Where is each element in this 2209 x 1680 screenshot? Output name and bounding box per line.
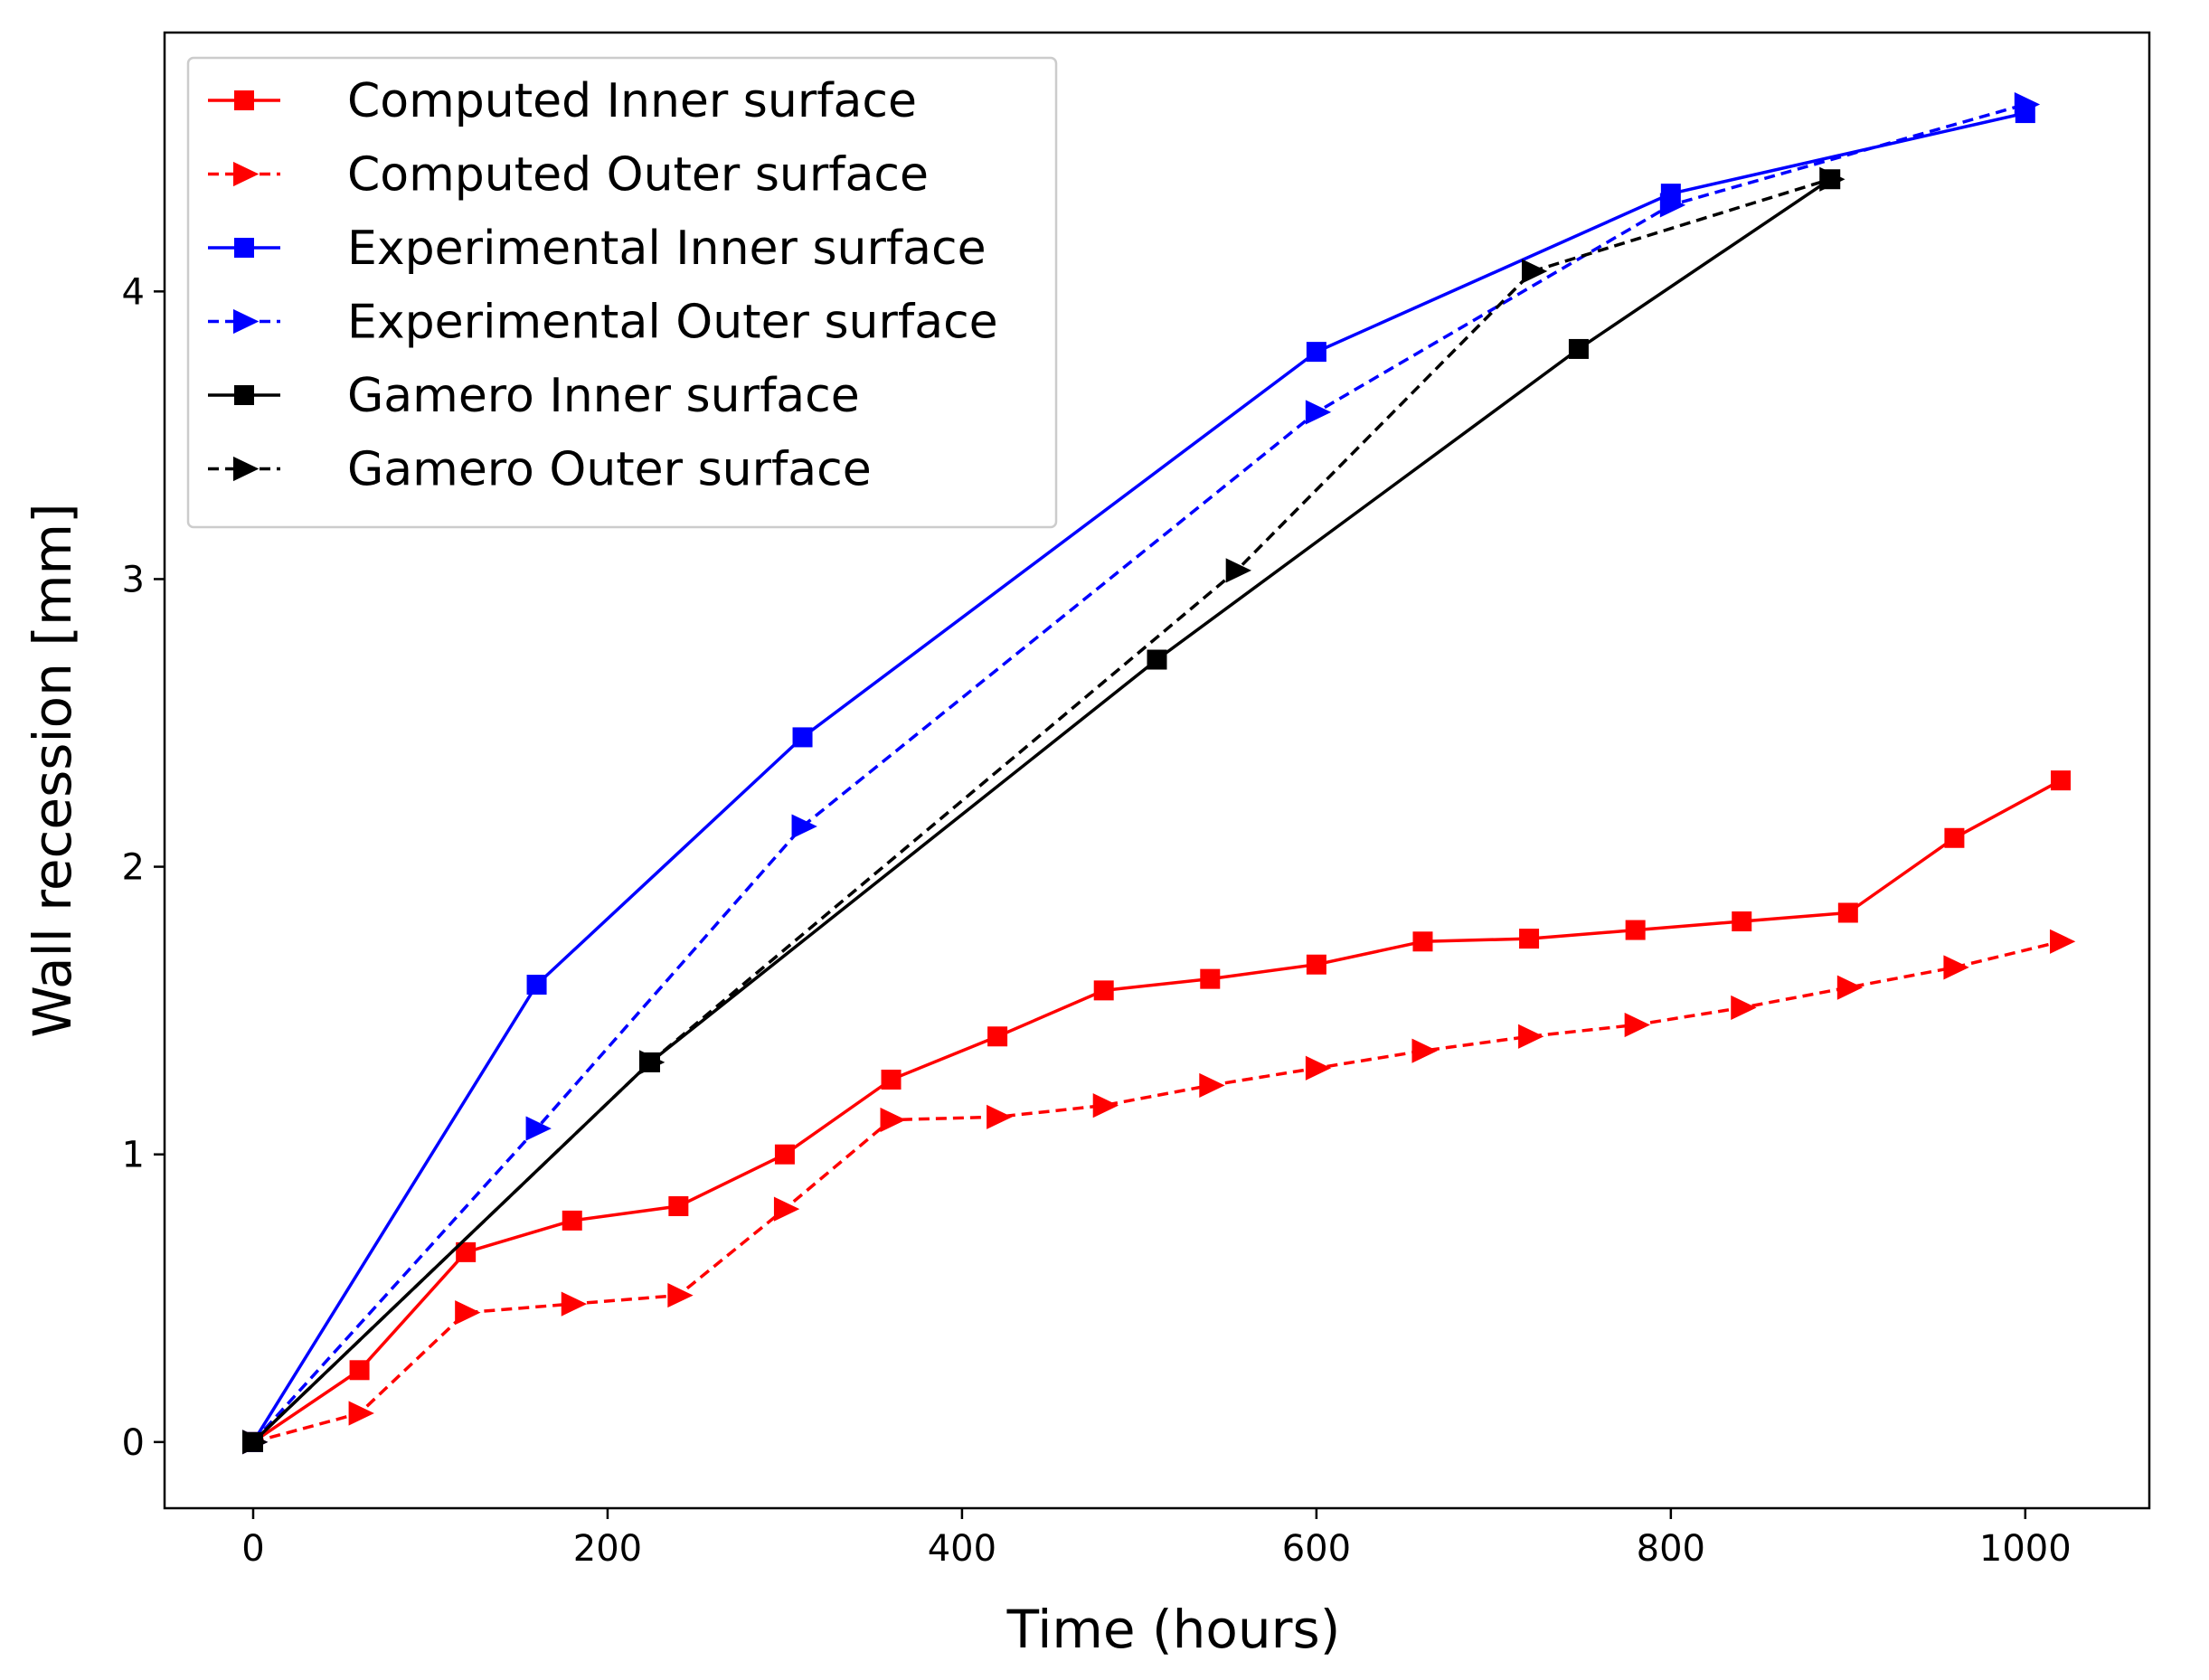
legend: Computed Inner surface Computed Outer sur…	[186, 56, 1058, 529]
legend-marker-gamero-outer-surface	[233, 456, 260, 482]
data-point-computed-inner-surface	[349, 1360, 370, 1381]
legend-item-computed-inner-surface: Computed Inner surface	[208, 74, 917, 128]
y-tick-label: 2	[122, 847, 145, 889]
data-point-computed-inner-surface	[774, 1144, 795, 1165]
data-point-experimental-outer-surface	[1659, 193, 1686, 218]
legend-label-experimental-inner-surface: Experimental Inner surface	[347, 222, 986, 276]
data-point-computed-outer-surface	[1836, 975, 1864, 1000]
data-point-computed-outer-surface	[1411, 1038, 1438, 1063]
data-point-computed-outer-surface	[986, 1104, 1013, 1129]
legend-marker-gamero-inner-surface	[234, 385, 254, 405]
data-point-computed-outer-surface	[667, 1282, 694, 1308]
data-point-computed-outer-surface	[1943, 955, 1969, 980]
x-tick-label: 1000	[1979, 1528, 2072, 1570]
legend-item-experimental-outer-surface: Experimental Outer surface	[208, 296, 998, 350]
data-point-computed-inner-surface	[987, 1026, 1008, 1047]
legend-label-gamero-outer-surface: Gamero Outer surface	[347, 443, 872, 497]
legend-marker-computed-inner-surface	[234, 90, 254, 110]
data-point-computed-outer-surface	[773, 1196, 800, 1222]
legend-label-computed-outer-surface: Computed Outer surface	[347, 148, 929, 203]
data-point-gamero-outer-surface	[1819, 166, 1846, 192]
data-point-computed-inner-surface	[2051, 770, 2072, 791]
plot-area	[241, 91, 2076, 1455]
axes-frame	[163, 31, 2151, 1510]
data-point-computed-outer-surface	[1092, 1093, 1119, 1118]
x-tick-label: 0	[241, 1528, 264, 1570]
data-point-experimental-outer-surface	[525, 1116, 552, 1141]
data-point-computed-outer-surface	[561, 1291, 588, 1317]
data-point-computed-inner-surface	[881, 1069, 902, 1090]
data-point-computed-inner-surface	[1519, 929, 1540, 949]
x-tick-label: 800	[1637, 1528, 1705, 1570]
series-line-experimental-outer-surface	[251, 102, 2026, 1443]
data-point-computed-inner-surface	[1837, 902, 1858, 923]
y-axis-label: Wall recession [mm]	[22, 503, 83, 1037]
data-point-gamero-outer-surface	[1225, 558, 1252, 583]
x-tick-label: 200	[573, 1528, 642, 1570]
legend-marker-computed-outer-surface	[233, 161, 260, 187]
data-point-computed-outer-surface	[1731, 995, 1757, 1021]
legend-item-computed-outer-surface: Computed Outer surface	[208, 148, 929, 203]
data-point-experimental-outer-surface	[791, 814, 817, 839]
data-point-experimental-inner-surface	[792, 727, 813, 748]
series-line-experimental-inner-surface	[251, 111, 2026, 1443]
data-point-gamero-outer-surface	[638, 1050, 666, 1075]
x-tick-label: 400	[928, 1528, 996, 1570]
legend-item-gamero-outer-surface: Gamero Outer surface	[208, 443, 872, 497]
data-point-gamero-outer-surface	[241, 1430, 269, 1455]
data-point-experimental-outer-surface	[2014, 91, 2041, 118]
data-point-computed-outer-surface	[1518, 1024, 1544, 1049]
data-point-computed-outer-surface	[1305, 1055, 1332, 1081]
x-tick-label: 600	[1282, 1528, 1351, 1570]
legend-marker-experimental-outer-surface	[233, 308, 260, 335]
data-point-computed-inner-surface	[1306, 954, 1326, 975]
legend-frame	[186, 56, 1058, 529]
legend-label-experimental-outer-surface: Experimental Outer surface	[347, 296, 998, 350]
data-point-experimental-inner-surface	[526, 975, 547, 996]
data-point-experimental-outer-surface	[1305, 400, 1332, 425]
legend-label-gamero-inner-surface: Gamero Inner surface	[347, 369, 860, 423]
data-point-computed-inner-surface	[668, 1195, 689, 1216]
data-point-computed-inner-surface	[1732, 911, 1752, 932]
data-point-computed-outer-surface	[1624, 1012, 1650, 1038]
series-line-computed-outer-surface	[252, 939, 2062, 1444]
data-point-gamero-outer-surface	[1521, 259, 1548, 284]
legend-label-computed-inner-surface: Computed Inner surface	[347, 74, 917, 128]
data-point-computed-outer-surface	[455, 1300, 481, 1326]
data-point-computed-inner-surface	[1412, 931, 1433, 952]
data-point-computed-inner-surface	[1625, 920, 1646, 940]
legend-item-gamero-inner-surface: Gamero Inner surface	[208, 369, 860, 423]
y-tick-label: 3	[122, 559, 145, 600]
data-point-gamero-inner-surface	[1568, 338, 1589, 359]
axis-ticks: 0 200 400 600 800 1000 0 1 2 3 4	[122, 271, 2072, 1570]
data-point-computed-outer-surface	[880, 1107, 906, 1133]
data-point-computed-inner-surface	[456, 1241, 477, 1262]
y-tick-label: 0	[122, 1422, 145, 1464]
data-point-computed-inner-surface	[562, 1210, 582, 1231]
x-axis-label: Time (hours)	[1006, 1599, 1341, 1660]
data-point-computed-outer-surface	[2050, 929, 2076, 954]
data-point-experimental-inner-surface	[1306, 342, 1326, 363]
data-point-computed-outer-surface	[1199, 1072, 1225, 1098]
data-point-gamero-inner-surface	[1147, 649, 1167, 670]
legend-item-experimental-inner-surface: Experimental Inner surface	[208, 222, 986, 276]
series-gamero-outer-surface	[241, 166, 1846, 1455]
legend-marker-experimental-inner-surface	[234, 238, 254, 258]
data-point-computed-inner-surface	[1944, 827, 1965, 848]
y-tick-label: 4	[122, 271, 145, 313]
series-line-computed-inner-surface	[252, 779, 2062, 1444]
y-tick-label: 1	[122, 1135, 145, 1176]
data-point-computed-inner-surface	[1200, 968, 1221, 989]
data-point-computed-inner-surface	[1093, 980, 1114, 1001]
data-point-computed-outer-surface	[348, 1401, 374, 1426]
